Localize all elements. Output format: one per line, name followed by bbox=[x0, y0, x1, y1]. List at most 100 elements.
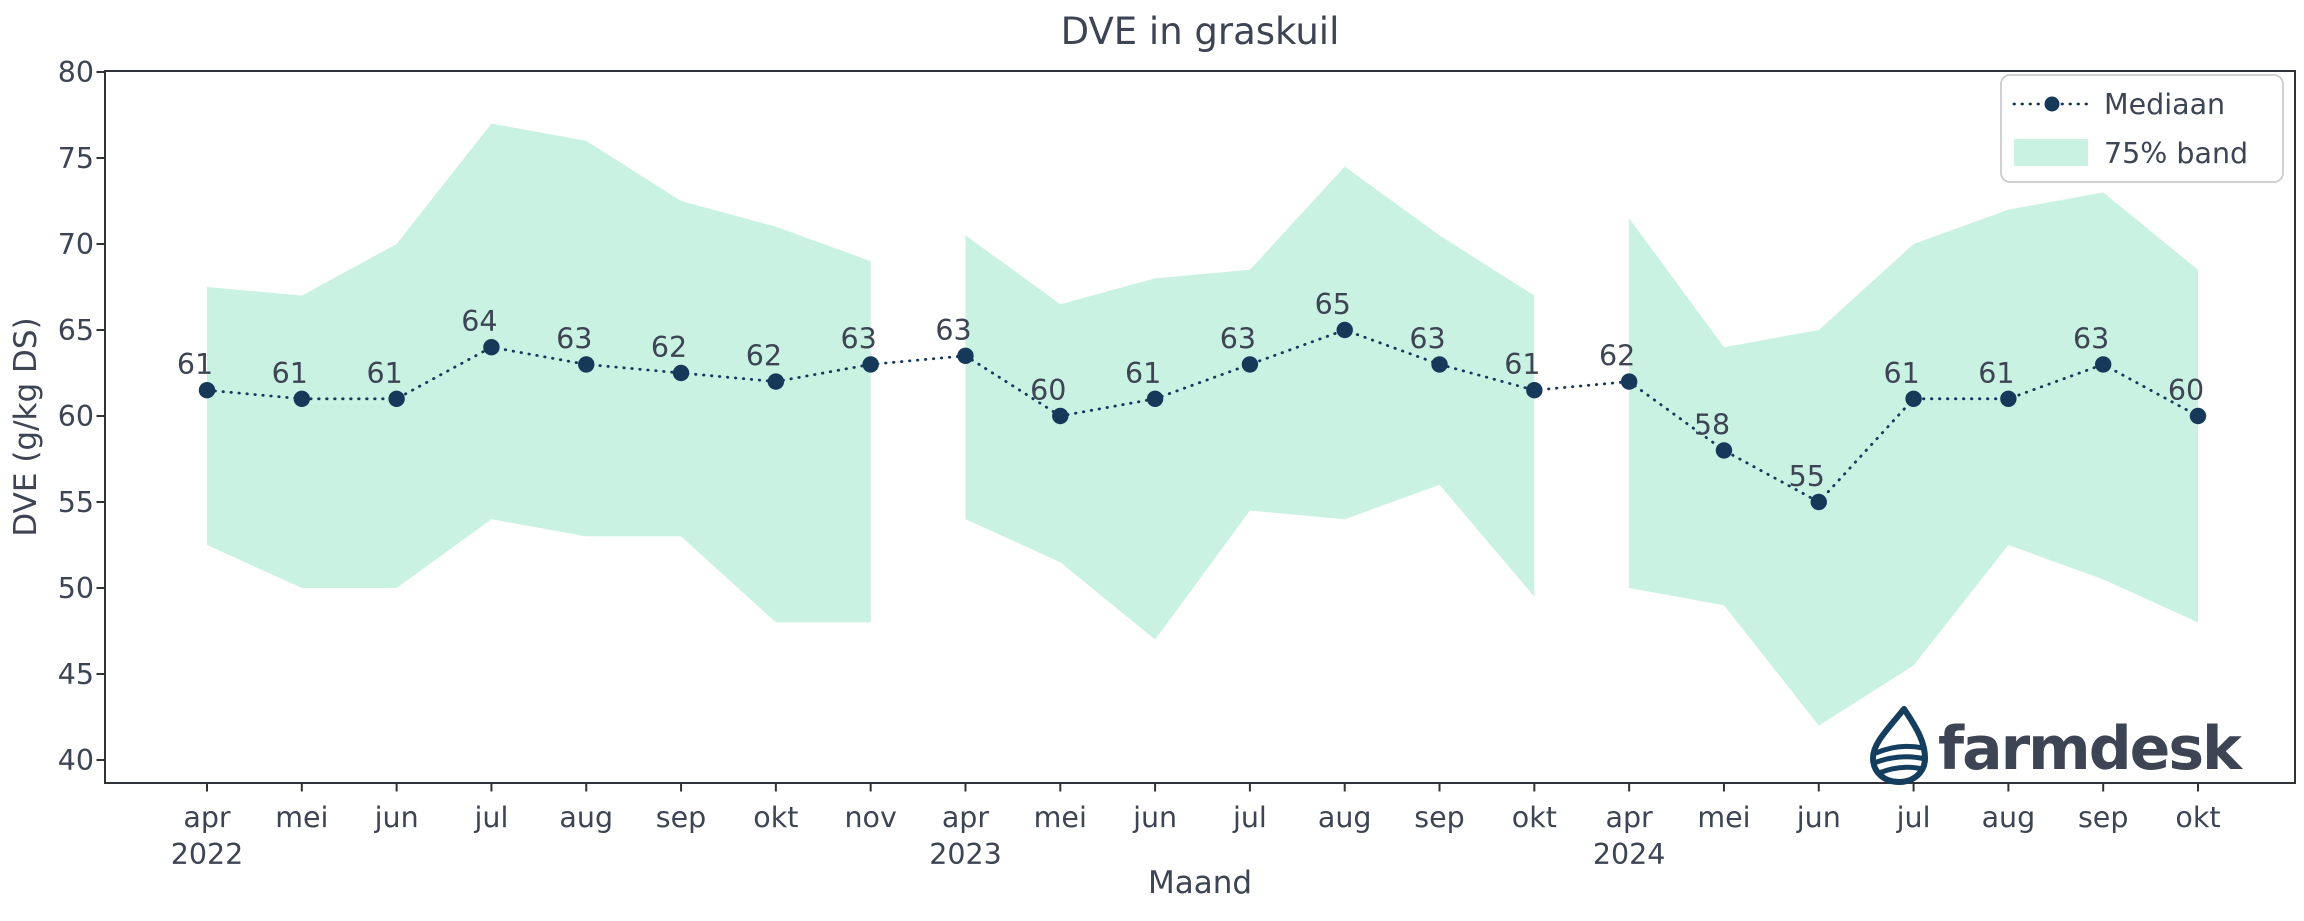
median-point-nov-2022 bbox=[862, 356, 879, 373]
band-2023 bbox=[965, 166, 1535, 640]
point-label: 58 bbox=[1694, 408, 1730, 441]
point-label: 63 bbox=[1409, 322, 1445, 355]
x-tick-label-month: jul bbox=[1232, 801, 1267, 834]
point-label: 61 bbox=[1125, 357, 1161, 390]
median-point-sep-2022 bbox=[672, 364, 690, 382]
x-tick-label-month: jun bbox=[1796, 801, 1841, 834]
y-tick-label: 75 bbox=[58, 142, 94, 175]
median-point-aug-2022 bbox=[578, 356, 595, 373]
x-tick-label-month: jun bbox=[1132, 801, 1177, 834]
x-tick-label-month: apr bbox=[183, 801, 231, 834]
x-tick-label-month: jun bbox=[374, 801, 419, 834]
point-label: 61 bbox=[1883, 357, 1919, 390]
point-label: 61 bbox=[1504, 348, 1540, 381]
point-label: 60 bbox=[2168, 374, 2204, 407]
x-tick-label-month: sep bbox=[656, 801, 706, 834]
x-tick-label-month: okt bbox=[1512, 801, 1557, 834]
point-label: 61 bbox=[1978, 357, 2014, 390]
legend-band-label: 75% band bbox=[2104, 137, 2248, 170]
band-2022 bbox=[207, 123, 871, 623]
point-label: 63 bbox=[556, 322, 592, 355]
y-tick-label: 40 bbox=[58, 744, 94, 777]
x-tick-label-month: aug bbox=[1982, 801, 2036, 834]
x-tick-label-month: mei bbox=[1034, 801, 1087, 834]
x-axis-ticks bbox=[206, 783, 2199, 792]
median-point-jun-2024 bbox=[1810, 493, 1827, 511]
x-axis-title: Maand bbox=[1148, 865, 1252, 901]
band-2024 bbox=[1629, 192, 2198, 726]
point-label: 63 bbox=[841, 322, 877, 355]
y-tick-label: 45 bbox=[58, 658, 94, 691]
median-point-jul-2023 bbox=[1241, 356, 1259, 373]
median-point-mei-2024 bbox=[1715, 442, 1733, 459]
band-layer bbox=[207, 123, 2198, 726]
median-point-mei-2022 bbox=[293, 390, 311, 407]
legend: Mediaan 75% band bbox=[2000, 74, 2284, 183]
x-tick-label-year: 2024 bbox=[1593, 838, 1666, 871]
y-tick-label: 80 bbox=[58, 56, 94, 89]
point-label: 62 bbox=[651, 331, 687, 364]
median-point-okt-2022 bbox=[767, 373, 785, 390]
median-point-mei-2023 bbox=[1052, 407, 1069, 425]
x-tick-label-month: nov bbox=[844, 801, 896, 834]
x-tick-label-month: jul bbox=[1896, 801, 1931, 834]
median-point-apr-2024 bbox=[1620, 373, 1638, 390]
legend-band-swatch bbox=[2014, 139, 2088, 166]
point-label: 61 bbox=[177, 348, 213, 381]
median-point-jul-2022 bbox=[483, 339, 500, 356]
y-tick-label: 65 bbox=[58, 314, 94, 347]
point-label: 63 bbox=[935, 314, 971, 347]
point-label: 63 bbox=[2073, 322, 2109, 355]
x-axis-tick-labels: apr 2022 mei jun jul aug sep okt nov apr 2023 mei ju… bbox=[171, 801, 2221, 871]
median-point-apr-2023 bbox=[957, 347, 974, 364]
point-label: 62 bbox=[746, 340, 782, 373]
y-axis-title: DVE (g/kg DS) bbox=[8, 317, 44, 536]
median-points bbox=[198, 321, 2207, 511]
x-tick-label-month: okt bbox=[2175, 801, 2220, 834]
median-point-okt-2024 bbox=[2189, 407, 2207, 425]
point-label: 65 bbox=[1315, 288, 1351, 321]
y-tick-label: 60 bbox=[58, 400, 94, 433]
x-tick-label-month: okt bbox=[753, 801, 798, 834]
x-tick-label-month: apr bbox=[942, 801, 990, 834]
legend-median-marker-icon bbox=[2044, 96, 2060, 112]
median-point-aug-2023 bbox=[1336, 321, 1353, 339]
y-axis-tick-labels: 40 45 50 55 60 65 70 75 80 bbox=[58, 56, 94, 777]
median-point-jul-2024 bbox=[1905, 390, 1922, 407]
x-tick-label-month: mei bbox=[1697, 801, 1750, 834]
median-point-sep-2023 bbox=[1431, 356, 1448, 373]
x-tick-label-month: aug bbox=[1318, 801, 1372, 834]
median-point-okt-2023 bbox=[1526, 382, 1543, 399]
y-tick-label: 70 bbox=[58, 228, 94, 261]
x-tick-label-year: 2023 bbox=[929, 838, 1002, 871]
x-tick-label-month: aug bbox=[559, 801, 613, 834]
median-point-sep-2024 bbox=[2094, 356, 2112, 373]
x-tick-label-month: jul bbox=[473, 801, 508, 834]
median-point-jun-2022 bbox=[388, 390, 405, 407]
farmdesk-logo-text: farmdesk bbox=[1938, 714, 2244, 784]
water-drop-waves-icon bbox=[1871, 743, 1928, 776]
y-tick-label: 55 bbox=[58, 486, 94, 519]
plot-border bbox=[104, 70, 2296, 784]
point-label: 61 bbox=[272, 357, 308, 390]
chart-title: DVE in graskuil bbox=[1061, 10, 1340, 53]
point-label: 64 bbox=[461, 305, 497, 338]
point-label: 55 bbox=[1789, 460, 1825, 493]
median-point-aug-2024 bbox=[2000, 390, 2017, 407]
y-axis-ticks bbox=[96, 71, 105, 761]
farmdesk-logo: farmdesk bbox=[1870, 706, 2246, 785]
x-tick-label-month: mei bbox=[275, 801, 328, 834]
x-tick-label-month: sep bbox=[1414, 801, 1464, 834]
x-tick-label-month: sep bbox=[2078, 801, 2128, 834]
x-tick-label-year: 2022 bbox=[171, 838, 244, 871]
point-label: 60 bbox=[1030, 374, 1066, 407]
median-line bbox=[205, 328, 2200, 504]
median-point-jun-2023 bbox=[1146, 390, 1164, 407]
legend-median-label: Mediaan bbox=[2104, 88, 2225, 121]
point-label: 63 bbox=[1220, 322, 1256, 355]
point-label: 61 bbox=[366, 357, 402, 390]
x-tick-label-month: apr bbox=[1606, 801, 1654, 834]
median-point-apr-2022 bbox=[198, 382, 216, 399]
